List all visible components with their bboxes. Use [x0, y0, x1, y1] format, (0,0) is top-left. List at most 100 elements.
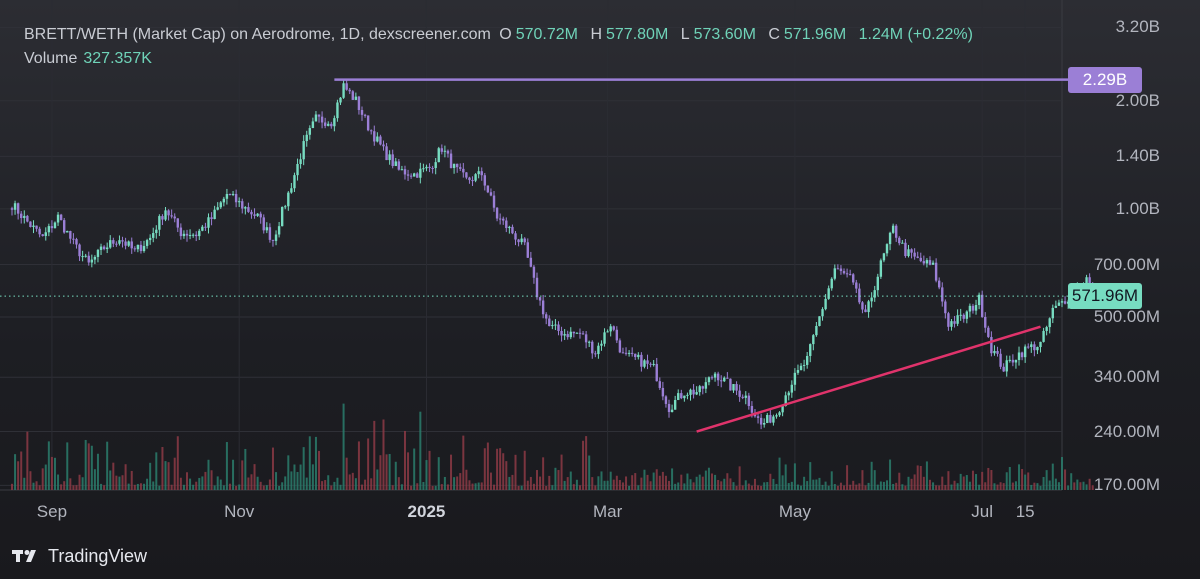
candle-body — [142, 245, 146, 252]
candle-body — [425, 166, 428, 169]
candle-body — [732, 384, 735, 391]
candle-body — [910, 249, 913, 253]
candle-body — [345, 83, 348, 90]
volume-bar — [502, 453, 505, 490]
volume-bar — [597, 476, 600, 490]
volume-bar — [747, 483, 750, 490]
candle-body — [72, 238, 75, 240]
candle-body — [772, 416, 775, 423]
candle-body — [658, 381, 662, 388]
volume-bar — [643, 469, 646, 490]
candle-body — [529, 257, 533, 267]
volume-bar — [93, 469, 96, 490]
volume-bar — [950, 484, 953, 490]
volume-bar — [959, 473, 962, 490]
volume-bar — [1085, 484, 1088, 490]
volume-bar — [462, 435, 465, 490]
candle-body — [815, 325, 818, 336]
candle-body — [1057, 302, 1061, 306]
candle-body — [118, 240, 121, 244]
volume-bar — [118, 476, 121, 490]
candle-body — [873, 290, 876, 298]
candle-body — [274, 234, 278, 241]
candle-body — [474, 174, 477, 181]
volume-bar — [818, 477, 821, 490]
candle-body — [422, 168, 425, 170]
candle-body — [554, 324, 557, 326]
volume-bar — [588, 455, 591, 490]
candle-body — [885, 244, 889, 254]
volume-bar — [1073, 482, 1076, 490]
candle-body — [802, 364, 806, 366]
volume-bar — [886, 480, 888, 490]
candle-body — [351, 91, 354, 100]
candle-body — [941, 287, 944, 302]
volume-bar — [542, 457, 545, 490]
candle-body — [348, 89, 351, 92]
candle-body — [50, 226, 54, 229]
volume-bar — [161, 446, 164, 490]
volume-bar — [671, 468, 674, 490]
candle-body — [560, 330, 563, 336]
volume-bar — [892, 483, 895, 490]
volume-bar — [941, 476, 944, 490]
candle-body — [452, 163, 456, 168]
candle-body — [634, 353, 637, 358]
candle-body — [471, 180, 474, 182]
volume-bar — [1088, 478, 1091, 490]
volume-bar — [345, 457, 348, 490]
volume-bar — [407, 452, 410, 490]
candle-body — [403, 169, 407, 175]
volume-bar — [680, 474, 683, 490]
candle-body — [759, 417, 763, 425]
brand-name: TradingView — [48, 545, 148, 566]
candle-body — [1002, 366, 1005, 372]
volume-bar — [640, 477, 643, 490]
volume-bar — [446, 484, 449, 490]
volume-bar — [935, 485, 938, 490]
candle-body — [191, 234, 195, 236]
candle-body — [145, 240, 149, 246]
volume-bar — [677, 482, 680, 490]
volume-bar — [781, 475, 784, 490]
y-tick-label: 240.00M — [1093, 421, 1160, 441]
volume-bar — [186, 472, 188, 490]
candle-body — [944, 301, 947, 314]
volume-bar — [554, 467, 557, 490]
volume-bar — [278, 485, 281, 490]
volume-bar — [192, 484, 195, 490]
volume-bar — [919, 466, 922, 490]
volume-bar — [803, 476, 806, 490]
volume-bar — [290, 471, 293, 490]
volume-bar — [913, 474, 916, 490]
candle-body — [594, 353, 597, 355]
x-tick-label: 2025 — [407, 502, 446, 521]
volume-bar — [124, 464, 127, 490]
candle-body — [437, 148, 440, 163]
volume-bar — [133, 484, 136, 490]
volume-value: 327.357K — [83, 50, 152, 67]
volume-bar — [965, 475, 968, 490]
volume-bar — [428, 450, 431, 490]
candle-body — [575, 332, 579, 334]
candle-body — [185, 233, 189, 236]
volume-bar — [339, 484, 342, 490]
volume-bar — [60, 484, 63, 490]
tradingview-brand[interactable]: TradingView — [12, 544, 147, 568]
volume-bar — [41, 468, 44, 490]
candle-body — [502, 218, 505, 221]
candle-body — [360, 110, 364, 115]
candle-body — [695, 392, 698, 395]
candle-body — [968, 305, 972, 312]
current-price-tag: 571.96M — [1068, 283, 1142, 310]
volume-bar — [318, 450, 321, 490]
candle-body — [41, 234, 44, 236]
volume-bar — [738, 466, 741, 490]
volume-bar — [23, 477, 26, 490]
volume-bar — [1024, 474, 1027, 490]
candle-body — [59, 214, 63, 221]
volume-bar — [29, 471, 32, 490]
volume-bar — [772, 478, 775, 490]
volume-bar — [232, 459, 235, 490]
